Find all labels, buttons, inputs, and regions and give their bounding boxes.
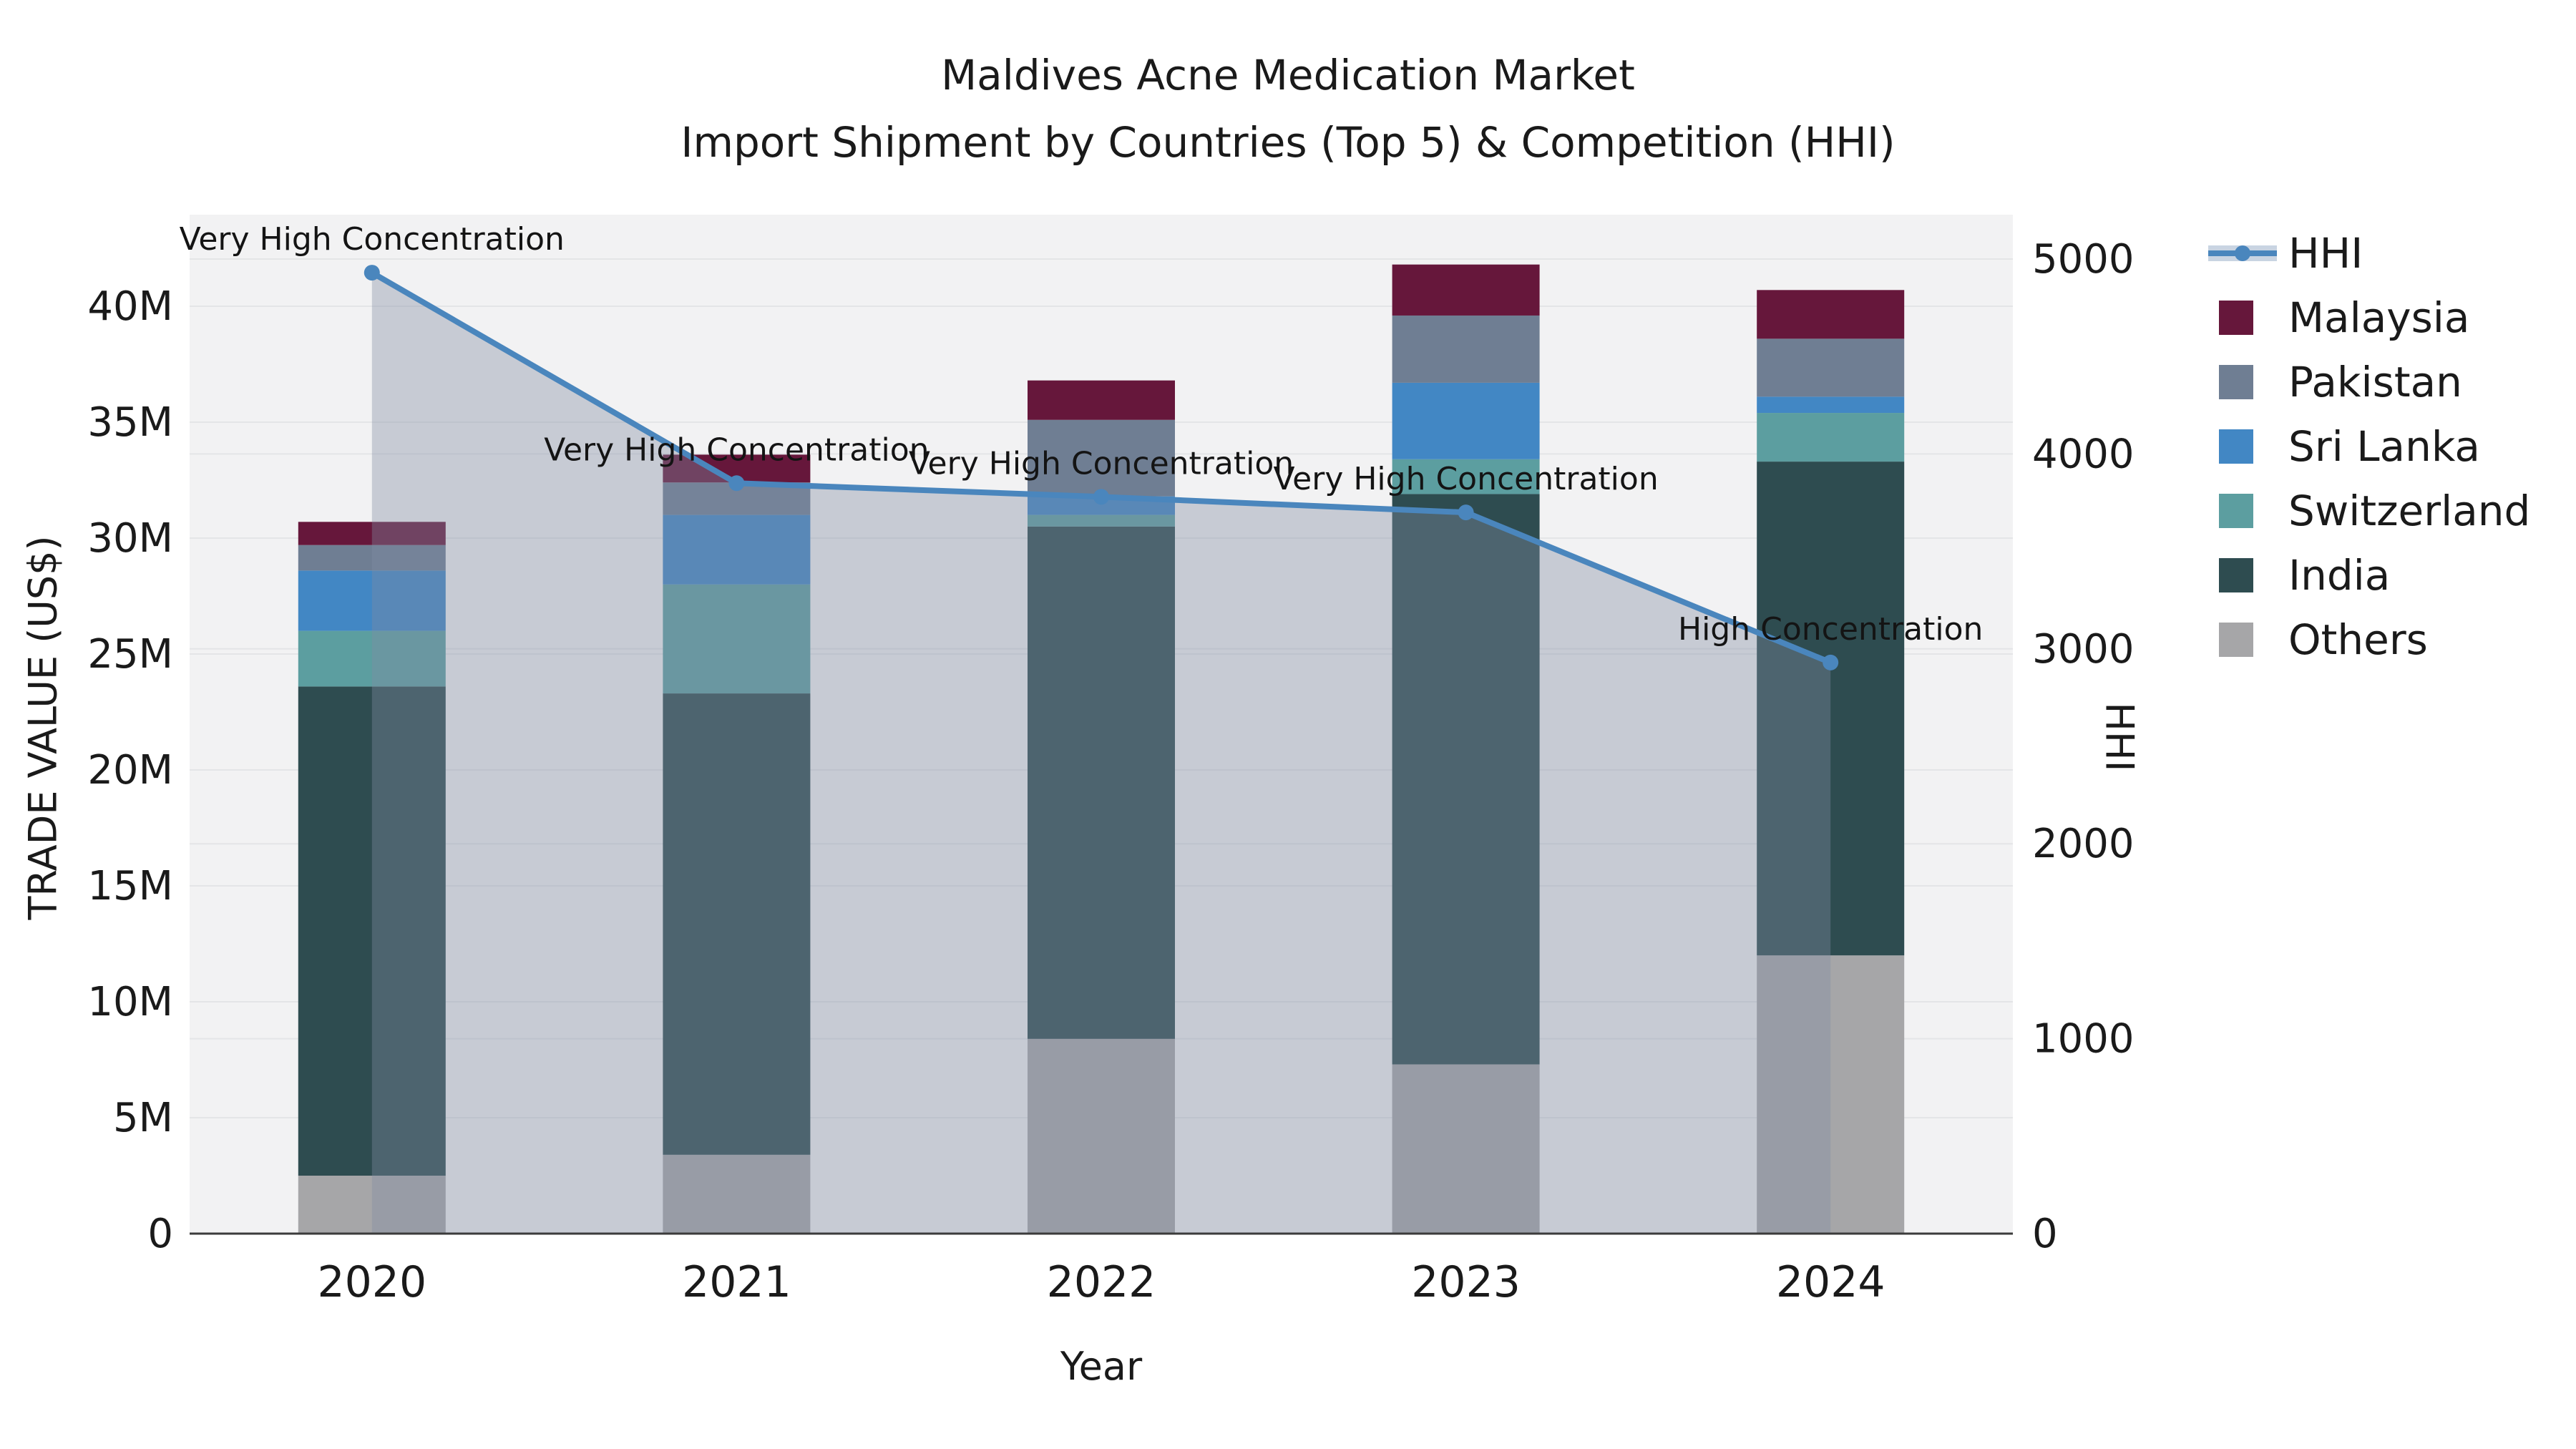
y-left-tick: 10M [87,979,173,1025]
x-tick: 2022 [1047,1257,1156,1307]
legend-label: Others [2288,615,2428,664]
bar-segment-india [663,693,811,1155]
legend-item-sri-lanka: Sri Lanka [2208,422,2530,471]
y-left-tick: 35M [87,399,173,446]
bar-segment-malaysia [1028,380,1175,420]
hhi-marker [1458,504,1474,521]
y-right-tick: 3000 [2032,626,2135,673]
hhi-line-sample-icon [2208,233,2280,273]
bar-segment-switzerland [663,584,811,694]
bar-segment-switzerland [1392,459,1540,494]
bar-segment-others [298,1176,446,1234]
bar-segment-malaysia [1392,264,1540,316]
bar-segment-others [1757,955,1905,1234]
legend-item-others: Others [2208,615,2530,664]
india-swatch-icon [2219,558,2253,592]
bar-segment-sri-lanka [298,570,446,631]
switzerland-swatch-icon [2219,494,2253,528]
bar-segment-sri-lanka [663,514,811,585]
legend-label: India [2288,551,2391,600]
bar-segment-pakistan [298,545,446,571]
legend-item-india: India [2208,551,2530,600]
pakistan-swatch-icon [2219,365,2253,399]
y-axis-label-right: HHI [2097,702,2142,772]
y-right-tick: 4000 [2032,431,2135,477]
y-right-tick: 0 [2032,1211,2058,1257]
legend-item-pakistan: Pakistan [2208,358,2530,406]
malaysia-swatch-icon [2219,301,2253,335]
y-left-tick: 5M [113,1095,173,1141]
legend-item-malaysia: Malaysia [2208,293,2530,342]
hhi-marker [364,265,380,281]
legend-label: Malaysia [2288,293,2470,342]
annotation: Very High Concentration [544,431,929,468]
bar-segment-switzerland [1028,514,1175,527]
legend-label: Sri Lanka [2288,422,2480,471]
hhi-marker [1823,654,1839,670]
y-left-tick: 15M [87,863,173,909]
bar-segment-others [663,1154,811,1234]
y-right-tick: 5000 [2032,236,2135,283]
y-left-tick: 30M [87,515,173,562]
bar-segment-pakistan [1028,419,1175,497]
bar-segment-india [1757,462,1905,956]
x-tick: 2023 [1411,1257,1521,1307]
y-left-tick: 0 [147,1211,173,1257]
hhi-marker [1093,489,1109,505]
legend-item-switzerland: Switzerland [2208,487,2530,535]
bar-segment-switzerland [1757,413,1905,462]
annotation: Very High Concentration [180,221,565,258]
chart-title: Maldives Acne Medication Market Import S… [0,42,2576,176]
chart-title-line2: Import Shipment by Countries (Top 5) & C… [680,118,1896,167]
bar-segment-india [1392,494,1540,1065]
annotation: Very High Concentration [1273,461,1658,497]
legend-label: Pakistan [2288,358,2462,406]
sri-lanka-swatch-icon [2219,429,2253,464]
y-left-tick: 25M [87,631,173,678]
annotation: High Concentration [1678,611,1983,648]
legend-label: HHI [2288,229,2363,278]
y-right-tick: 1000 [2032,1016,2135,1063]
x-tick: 2020 [317,1257,426,1307]
bar-segment-sri-lanka [1392,382,1540,459]
y-left-tick: 40M [87,283,173,330]
bar-segment-malaysia [1757,290,1905,339]
x-tick: 2021 [682,1257,791,1307]
bar-segment-pakistan [1757,338,1905,397]
bar-segment-india [298,686,446,1176]
others-swatch-icon [2219,623,2253,657]
y-right-tick: 2000 [2032,821,2135,867]
legend: HHI Malaysia Pakistan Sri Lanka Switzerl… [2208,229,2530,664]
y-axis-label-left: TRADE VALUE (US$) [20,535,66,920]
bar-segment-malaysia [298,522,446,545]
bar-segment-switzerland [298,630,446,687]
legend-item-hhi: HHI [2208,229,2530,278]
bar-segment-pakistan [1392,315,1540,383]
annotation: Very High Concentration [909,445,1294,482]
x-tick: 2024 [1776,1257,1885,1307]
bar-segment-sri-lanka [1757,396,1905,414]
hhi-marker [728,475,745,492]
y-left-tick: 20M [87,747,173,794]
bar-segment-india [1028,526,1175,1039]
chart-title-line1: Maldives Acne Medication Market [941,51,1635,99]
legend-label: Switzerland [2288,487,2531,535]
x-axis-label: Year [1060,1344,1143,1389]
bar-segment-others [1028,1038,1175,1234]
bar-segment-others [1392,1064,1540,1234]
